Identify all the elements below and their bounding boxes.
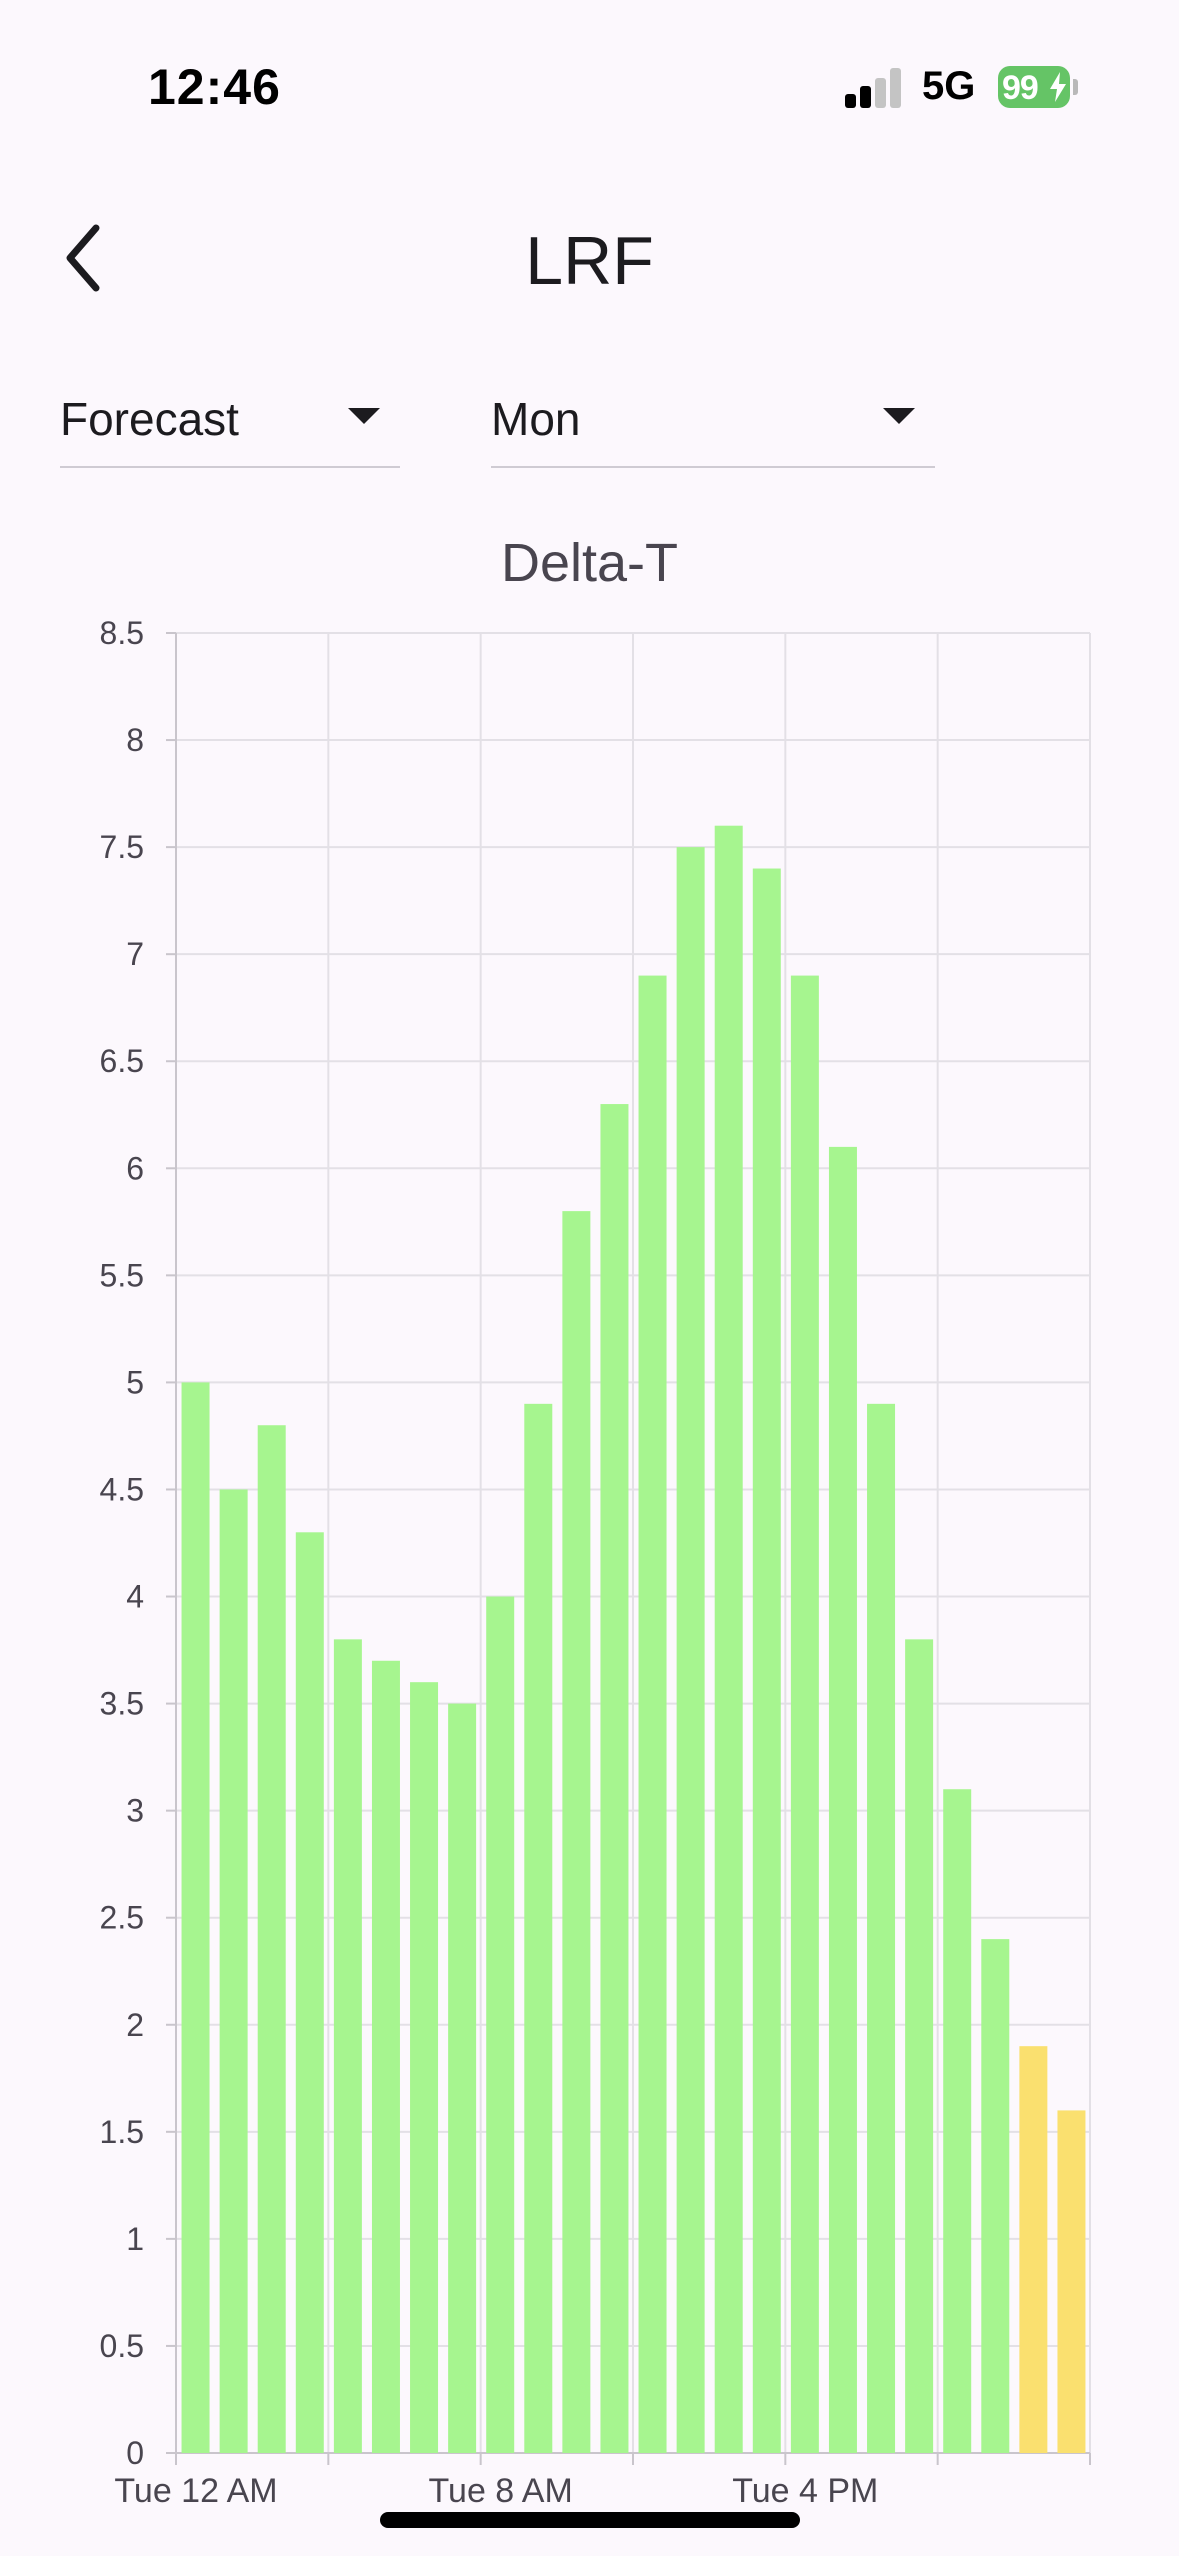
chevron-left-icon (66, 224, 100, 292)
chart-title: Delta-T (500, 533, 679, 593)
chart-bar (905, 1639, 934, 2453)
y-tick-label: 2 (126, 2007, 144, 2043)
y-tick-label: 5.5 (100, 1257, 144, 1293)
chart-bar (676, 847, 705, 2453)
chart-bar (867, 1403, 896, 2453)
chart-bar (333, 1639, 362, 2453)
dropdown-arrow-icon (348, 408, 380, 424)
battery-level: 99 (1002, 69, 1039, 107)
chart-bar (790, 975, 819, 2453)
chart-bar (371, 1660, 400, 2453)
y-tick-label: 3 (126, 1793, 144, 1829)
y-tick-label: 1 (126, 2221, 144, 2257)
chart-bar (524, 1403, 553, 2453)
chart-bar (752, 868, 781, 2453)
y-tick-label: 7 (126, 936, 144, 972)
charging-bolt-icon (1050, 72, 1066, 102)
chart-bar (562, 1211, 591, 2453)
chart-bar (981, 1939, 1010, 2453)
y-tick-label: 0.5 (100, 2328, 144, 2364)
x-tick-label: Tue 4 PM (732, 2472, 878, 2510)
y-tick-label: 8 (126, 722, 144, 758)
y-tick-label: 6.5 (100, 1043, 144, 1079)
chart-bar (1057, 2110, 1086, 2453)
y-tick-label: 1.5 (100, 2114, 144, 2150)
y-tick-label: 0 (126, 2435, 144, 2471)
back-button[interactable] (52, 220, 132, 300)
battery-icon: 99 (998, 66, 1078, 108)
chart-bar (600, 1104, 629, 2453)
chart-bar (448, 1703, 477, 2453)
chart-bar (714, 825, 743, 2454)
x-tick-label: Tue 8 AM (429, 2472, 573, 2510)
day-dropdown-value: Mon (491, 393, 581, 445)
y-tick-label: 4.5 (100, 1471, 144, 1507)
chart-bar (1019, 2046, 1048, 2453)
y-tick-label: 6 (126, 1150, 144, 1186)
chart-bar (219, 1489, 248, 2453)
view-dropdown[interactable]: Forecast (60, 380, 400, 468)
chart-bar (828, 1146, 857, 2453)
chart-bar (943, 1789, 972, 2453)
page-title: LRF (525, 223, 654, 299)
delta-t-bar-chart: 0 0.5 1 1.5 2 2.5 3 3.5 4 4.5 5 5.5 6 6.5 7 7.5 8 8.5 Tue … (100, 615, 1091, 2510)
day-dropdown[interactable]: Mon (491, 380, 935, 468)
chart-bar (638, 975, 667, 2453)
y-tick-label: 8.5 (100, 615, 144, 651)
y-tick-label: 7.5 (100, 829, 144, 865)
chart-bar (410, 1682, 439, 2453)
view-dropdown-value: Forecast (60, 393, 239, 445)
y-tick-label: 2.5 (100, 1900, 144, 1936)
y-tick-label: 4 (126, 1579, 144, 1615)
chart-bar (295, 1532, 324, 2453)
chart-bar (486, 1596, 515, 2453)
chart-bar (181, 1382, 210, 2453)
chart-bar (257, 1425, 286, 2453)
dropdown-arrow-icon (883, 408, 915, 424)
network-label: 5G (922, 64, 976, 108)
home-indicator[interactable] (380, 2512, 800, 2528)
y-tick-label: 5 (126, 1364, 144, 1400)
x-tick-label: Tue 12 AM (114, 2472, 277, 2510)
cellular-signal-icon (845, 68, 901, 108)
status-time: 12:46 (148, 59, 281, 115)
y-tick-label: 3.5 (100, 1686, 144, 1722)
